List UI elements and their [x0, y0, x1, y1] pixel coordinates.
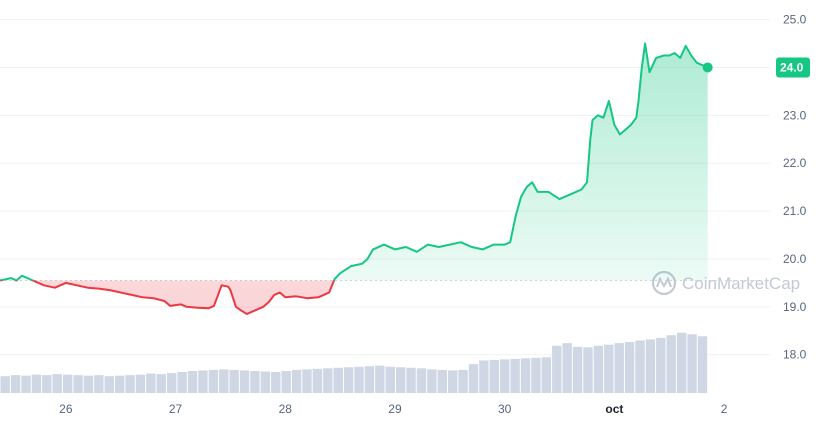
price-line-up	[0, 42, 709, 281]
volume-bar	[302, 369, 312, 393]
volume-bar	[187, 370, 198, 393]
volume-bar	[250, 370, 260, 393]
volume-bar	[572, 346, 583, 393]
x-tick-label: 30	[498, 402, 512, 416]
volume-bar	[500, 359, 510, 393]
volume-bar	[364, 366, 375, 393]
volume-bar	[73, 375, 83, 393]
volume-bar	[125, 375, 135, 393]
volume-bar	[146, 373, 156, 393]
volume-bar	[552, 345, 562, 393]
volume-bar	[406, 367, 416, 393]
price-area	[0, 43, 708, 314]
volume-bar	[312, 368, 323, 393]
price-badge-background	[776, 57, 810, 78]
volume-bar	[271, 372, 281, 393]
volume-bar	[208, 369, 219, 393]
x-tick-label: 27	[169, 402, 183, 416]
watermark-text: CoinMarketCap	[682, 274, 800, 293]
volume-bar	[697, 336, 708, 393]
volume-bar	[468, 364, 479, 393]
volume-bar	[458, 369, 468, 393]
volume-bar	[167, 373, 177, 393]
volume-bar	[395, 367, 406, 393]
volume-bar	[531, 357, 541, 393]
volume-bar	[666, 335, 676, 393]
volume-bar	[635, 340, 645, 393]
y-tick-label: 19.0	[783, 300, 807, 314]
volume-bar	[385, 366, 395, 393]
volume-bar	[62, 374, 73, 393]
volume-bar	[676, 332, 687, 393]
volume-bar	[687, 334, 697, 393]
volume-bar	[624, 342, 635, 393]
volume-bar	[219, 369, 229, 393]
volume-bar	[333, 367, 343, 393]
volume-bar	[656, 337, 666, 393]
y-tick-label: 25.0	[783, 13, 807, 27]
x-tick-label: 29	[388, 402, 402, 416]
coinmarketcap-logo-mark	[656, 276, 672, 289]
volume-bar	[10, 375, 21, 393]
volume-bar	[479, 360, 489, 393]
volume-bar	[520, 358, 531, 393]
volume-bar	[291, 369, 302, 393]
volume-bar	[104, 376, 114, 393]
volume-bar	[177, 372, 187, 393]
x-tick-label: 26	[59, 402, 73, 416]
x-tick-label: oct	[605, 402, 623, 416]
volume-bar	[593, 345, 604, 393]
y-tick-label: 21.0	[783, 204, 807, 218]
volume-bar	[343, 367, 354, 393]
volume-bar	[156, 374, 167, 393]
y-tick-label: 23.0	[783, 108, 807, 122]
volume-bar	[447, 370, 458, 393]
volume-bar	[52, 374, 62, 393]
volume-bar	[562, 343, 572, 393]
volume-bar	[604, 344, 614, 393]
volume-bar	[83, 375, 94, 393]
current-price-label: 24.0	[780, 60, 804, 74]
volume-bars	[0, 332, 708, 393]
volume-bar	[135, 374, 146, 393]
volume-bar	[281, 370, 291, 393]
volume-bar	[239, 370, 250, 393]
volume-bar	[583, 347, 593, 393]
volume-bar	[198, 370, 208, 393]
volume-bar	[260, 371, 271, 393]
volume-bar	[416, 368, 427, 393]
price-area-up	[0, 43, 708, 281]
price-line	[0, 42, 709, 315]
volume-bar	[614, 343, 624, 393]
volume-bar	[645, 339, 656, 393]
y-tick-label: 20.0	[783, 252, 807, 266]
x-axis: 26 27 28 29 30 oct 2	[59, 402, 728, 416]
x-tick-label: 2	[721, 402, 728, 416]
volume-bar	[489, 359, 500, 393]
volume-bar	[354, 366, 364, 393]
volume-bar	[427, 369, 437, 393]
volume-bar	[0, 376, 10, 393]
price-line-down	[0, 280, 336, 315]
volume-bar	[94, 375, 104, 393]
volume-bar	[437, 369, 447, 393]
volume-bar	[42, 375, 52, 393]
volume-bar	[21, 375, 31, 393]
volume-bar	[31, 374, 42, 393]
current-price-dot[interactable]	[702, 62, 713, 73]
price-area-down	[0, 280, 708, 314]
y-tick-label: 18.0	[783, 348, 807, 362]
x-tick-label: 28	[279, 402, 293, 416]
volume-bar	[229, 369, 239, 393]
volume-bar	[375, 365, 385, 393]
current-price-badge: 24.0	[776, 57, 810, 78]
y-tick-label: 22.0	[783, 156, 807, 170]
volume-bar	[510, 358, 520, 393]
volume-bar	[541, 357, 552, 393]
volume-bar	[114, 375, 125, 393]
volume-bar	[323, 368, 333, 393]
